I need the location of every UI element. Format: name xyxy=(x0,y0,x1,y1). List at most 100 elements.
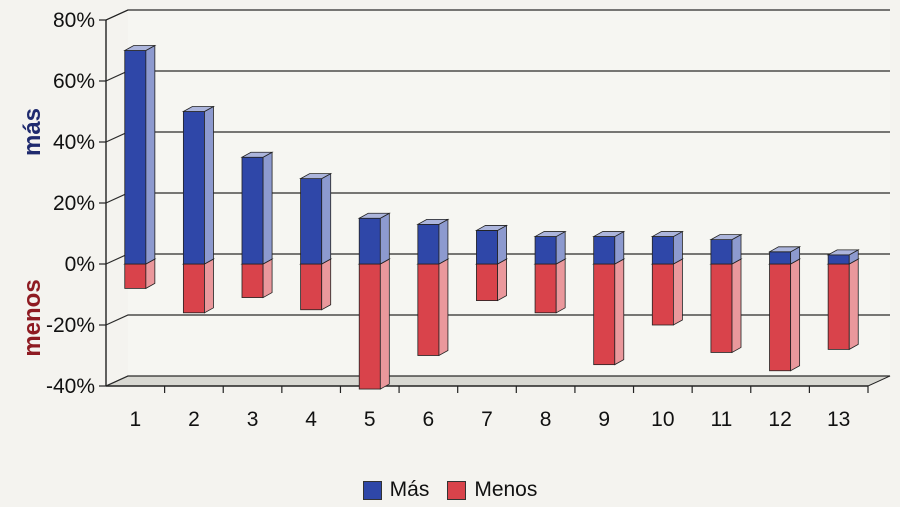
floor xyxy=(105,375,891,387)
legend-label-menos: Menos xyxy=(474,478,538,501)
bar-menos-1-face xyxy=(124,263,147,289)
legend-swatch-menos xyxy=(447,480,467,500)
bars xyxy=(123,44,860,390)
legend-item-mas: Más xyxy=(362,478,430,502)
bar-menos-6-face xyxy=(417,263,440,356)
bar-menos-2 xyxy=(181,258,216,314)
bar-menos-12 xyxy=(767,258,802,372)
y-tick-label: 80% xyxy=(53,9,95,32)
bar-menos-10-side xyxy=(672,258,683,326)
bar-mas-12-top xyxy=(767,246,802,253)
y-axis-title-bottom: menos xyxy=(19,279,46,356)
bar-mas-11-face xyxy=(710,239,733,265)
bar-mas-5 xyxy=(357,212,391,265)
bar-mas-5-side xyxy=(379,212,390,265)
legend-swatch-mas xyxy=(362,480,382,500)
bar-menos-5-side xyxy=(379,258,390,390)
bar-menos-3-side xyxy=(262,258,273,299)
bar-menos-11-side xyxy=(731,258,742,354)
gridline xyxy=(105,314,890,326)
bar-mas-1-face xyxy=(124,50,147,265)
bar-menos-9-face xyxy=(593,263,616,366)
x-tick-label: 10 xyxy=(651,408,674,431)
bar-menos-6 xyxy=(416,258,450,357)
bar-mas-9-side xyxy=(614,230,625,265)
bar-mas-8-top xyxy=(533,231,567,237)
bar-menos-4-side xyxy=(321,258,332,311)
y-axis-title-top: más xyxy=(19,108,46,156)
y-tick-label: 40% xyxy=(53,131,95,154)
bar-mas-2-face xyxy=(182,111,205,265)
bar-mas-5-face xyxy=(358,217,381,265)
bar-mas-4-face xyxy=(300,178,323,265)
x-tick-label: 11 xyxy=(711,408,733,431)
bar-mas-3-face xyxy=(241,156,264,265)
bar-menos-12-side xyxy=(790,258,801,372)
bar-mas-6-top xyxy=(416,218,450,225)
x-tick-label: 3 xyxy=(247,408,259,431)
bar-mas-9-top xyxy=(592,231,626,237)
x-tick-label: 13 xyxy=(827,408,850,431)
bar-menos-13-face xyxy=(827,263,850,350)
bar-menos-6-side xyxy=(438,258,449,357)
bar-menos-12-face xyxy=(769,263,792,372)
bar-mas-13-face xyxy=(827,254,850,265)
bar-mas-9-face xyxy=(593,236,616,265)
bar-mas-5-top xyxy=(357,212,391,219)
bar-mas-2-top xyxy=(181,106,216,112)
x-tick-label: 7 xyxy=(481,408,493,431)
bar-mas-6-face xyxy=(417,223,440,265)
bar-menos-9-side xyxy=(614,258,625,366)
x-tick-label: 1 xyxy=(129,408,141,431)
bar-menos-5-face xyxy=(358,263,381,390)
bar-mas-8 xyxy=(533,230,567,265)
bar-mas-10-face xyxy=(651,236,674,265)
bar-menos-10 xyxy=(650,258,684,326)
y-tick-label: -20% xyxy=(46,314,95,337)
bar-mas-10 xyxy=(650,230,684,265)
x-tick-label: 2 xyxy=(188,408,200,431)
bar-menos-11 xyxy=(709,258,743,354)
legend: Más Menos xyxy=(0,478,900,502)
bar-mas-12 xyxy=(767,246,802,265)
bar-mas-7-side xyxy=(497,224,507,265)
bar-menos-9 xyxy=(592,258,626,366)
bar-menos-8-face xyxy=(534,263,557,314)
gridline xyxy=(105,375,890,387)
bar-chart: 80%60%40%20%0%-20%-40%1 2 3 4 5 6 7 8 9 10 11 12 13 … xyxy=(19,9,891,431)
bar-menos-10-face xyxy=(651,263,674,326)
bar-mas-2 xyxy=(181,105,216,265)
bar-mas-7 xyxy=(474,224,509,265)
x-tick-label: 6 xyxy=(423,408,435,431)
bar-menos-11-face xyxy=(710,263,733,353)
x-tick-label: 9 xyxy=(598,408,610,431)
y-tick-label: 20% xyxy=(53,192,95,215)
bar-mas-6 xyxy=(416,218,450,265)
bar-mas-3-top xyxy=(240,151,274,158)
bar-mas-10-side xyxy=(672,230,683,265)
bar-mas-4 xyxy=(299,172,333,265)
bar-mas-9 xyxy=(592,230,626,265)
bar-menos-7-side xyxy=(497,258,507,302)
bar-mas-8-face xyxy=(534,236,557,265)
bar-menos-4-face xyxy=(300,263,323,311)
bar-mas-10-top xyxy=(650,231,684,237)
legend-item-menos: Menos xyxy=(447,478,537,502)
bar-menos-8-side xyxy=(555,258,566,314)
bar-mas-12-face xyxy=(769,251,792,265)
bar-menos-13 xyxy=(826,258,860,351)
bar-menos-3-face xyxy=(241,263,264,298)
bar-menos-5 xyxy=(357,258,391,390)
bar-mas-2-side xyxy=(204,105,214,265)
bar-menos-2-side xyxy=(204,258,214,314)
legend-label-mas: Más xyxy=(389,478,430,501)
bar-mas-13 xyxy=(826,249,860,265)
bar-mas-6-side xyxy=(438,218,449,265)
axes xyxy=(99,9,869,393)
bar-menos-7 xyxy=(474,258,509,302)
bar-menos-2-face xyxy=(182,263,205,314)
bar-menos-8 xyxy=(533,258,567,314)
y-tick-label: -40% xyxy=(46,375,95,398)
bar-mas-3 xyxy=(240,151,274,265)
